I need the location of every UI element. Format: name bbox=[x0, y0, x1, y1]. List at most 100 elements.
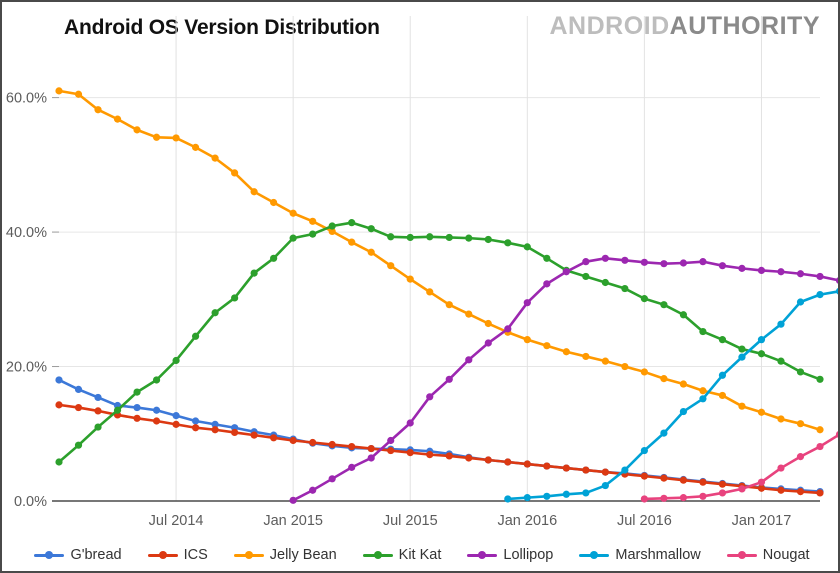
legend-item-jelly-bean[interactable]: Jelly Bean bbox=[233, 547, 337, 563]
data-point bbox=[270, 434, 278, 442]
data-point bbox=[504, 495, 512, 503]
data-point bbox=[835, 431, 838, 438]
data-point bbox=[601, 468, 609, 476]
data-point bbox=[679, 476, 688, 484]
data-point bbox=[621, 284, 629, 293]
data-point bbox=[445, 452, 453, 460]
legend-item-nougat[interactable]: Nougat bbox=[726, 547, 810, 563]
legend-item-marshmallow[interactable]: Marshmallow bbox=[579, 547, 701, 563]
data-point bbox=[328, 222, 336, 230]
data-point bbox=[406, 448, 414, 457]
data-point bbox=[699, 478, 707, 486]
data-point bbox=[74, 385, 83, 393]
y-axis-tick-label: 0.0% bbox=[14, 494, 47, 510]
data-point bbox=[699, 387, 707, 395]
data-point bbox=[523, 494, 531, 502]
data-point bbox=[55, 87, 63, 95]
data-point bbox=[231, 169, 239, 177]
data-point bbox=[309, 438, 317, 447]
data-point bbox=[640, 295, 648, 303]
legend-item-kit-kat[interactable]: Kit Kat bbox=[362, 547, 441, 563]
y-axis-tick-label: 60.0% bbox=[6, 91, 47, 107]
series-line bbox=[506, 290, 838, 501]
data-point bbox=[777, 464, 785, 472]
data-point bbox=[367, 444, 375, 453]
data-point bbox=[211, 309, 219, 317]
data-point bbox=[465, 454, 473, 462]
data-point bbox=[231, 428, 239, 437]
data-point bbox=[679, 380, 688, 388]
logo-word-android: ANDROID bbox=[549, 12, 670, 40]
data-point bbox=[348, 219, 356, 227]
data-point bbox=[699, 492, 707, 500]
data-point bbox=[816, 426, 824, 434]
data-point bbox=[796, 453, 805, 461]
data-point bbox=[679, 259, 688, 267]
data-point bbox=[582, 272, 590, 281]
data-point bbox=[621, 256, 629, 264]
data-point bbox=[679, 407, 688, 416]
data-point bbox=[777, 268, 785, 276]
data-point bbox=[757, 478, 766, 486]
data-point bbox=[445, 301, 453, 309]
data-point bbox=[640, 368, 648, 376]
data-point bbox=[426, 451, 434, 459]
legend-item-lollipop[interactable]: Lollipop bbox=[467, 547, 553, 563]
legend-swatch-icon bbox=[147, 549, 178, 561]
data-point bbox=[562, 464, 570, 472]
series-kit-kat bbox=[55, 219, 824, 466]
legend-label: G'bread bbox=[70, 547, 122, 563]
data-point bbox=[523, 243, 531, 251]
data-point bbox=[699, 395, 707, 403]
data-point bbox=[796, 420, 805, 428]
legend-item-g-bread[interactable]: G'bread bbox=[34, 547, 122, 563]
data-point bbox=[133, 126, 141, 134]
data-point bbox=[74, 403, 83, 412]
data-point bbox=[718, 489, 727, 497]
data-point bbox=[152, 376, 161, 384]
data-point bbox=[191, 417, 200, 425]
data-point bbox=[562, 348, 570, 356]
data-point bbox=[504, 325, 512, 333]
data-point bbox=[562, 490, 570, 498]
y-axis-tick-label: 20.0% bbox=[6, 360, 47, 376]
y-axis-tick-label: 40.0% bbox=[6, 225, 47, 241]
legend-label: Lollipop bbox=[503, 547, 554, 563]
data-point bbox=[601, 254, 609, 262]
data-point bbox=[777, 320, 785, 328]
data-point bbox=[367, 225, 375, 233]
data-point bbox=[699, 258, 707, 266]
data-point bbox=[172, 134, 180, 142]
data-point bbox=[328, 475, 336, 483]
data-point bbox=[250, 431, 258, 439]
data-point bbox=[757, 266, 766, 274]
data-point bbox=[152, 133, 161, 141]
data-point bbox=[465, 310, 473, 318]
data-point bbox=[133, 388, 141, 396]
data-point bbox=[426, 233, 434, 241]
data-point bbox=[172, 412, 180, 420]
data-point bbox=[796, 487, 805, 496]
data-point bbox=[191, 424, 200, 432]
data-point bbox=[640, 495, 648, 503]
series-line bbox=[57, 221, 822, 464]
data-point bbox=[640, 258, 648, 266]
data-point bbox=[348, 442, 356, 451]
data-point bbox=[582, 466, 590, 474]
legend-swatch-icon bbox=[467, 549, 498, 561]
data-point bbox=[738, 345, 746, 353]
data-point bbox=[426, 393, 434, 401]
data-point bbox=[835, 287, 838, 295]
data-point bbox=[426, 288, 434, 296]
data-point bbox=[94, 423, 102, 431]
data-point bbox=[738, 485, 746, 493]
data-point bbox=[796, 298, 805, 306]
data-point bbox=[348, 463, 356, 471]
legend-item-ics[interactable]: ICS bbox=[147, 547, 208, 563]
data-point bbox=[445, 233, 453, 242]
data-point bbox=[757, 350, 766, 358]
data-point bbox=[582, 489, 590, 497]
x-axis-tick-label: Jul 2015 bbox=[383, 513, 438, 529]
legend-label: ICS bbox=[183, 547, 208, 563]
